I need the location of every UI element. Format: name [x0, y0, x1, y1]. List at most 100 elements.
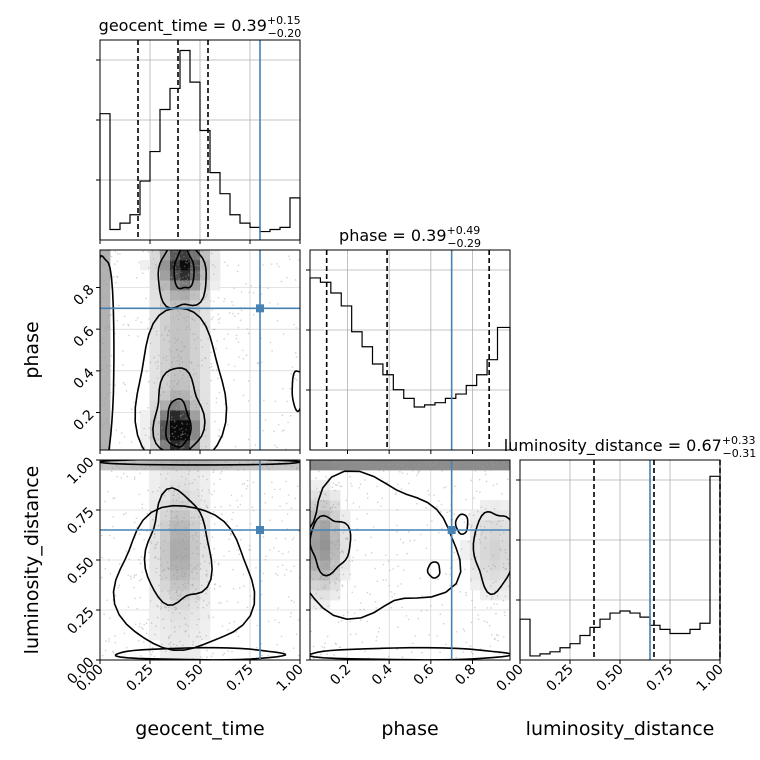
- sample-point: [138, 579, 141, 582]
- sample-point: [157, 364, 159, 367]
- sample-point: [310, 596, 313, 599]
- sample-point: [477, 614, 479, 616]
- sample-point: [468, 512, 471, 515]
- sample-point: [262, 264, 264, 266]
- sample-point: [417, 470, 420, 473]
- sample-point: [178, 365, 181, 368]
- sample-point: [117, 586, 120, 589]
- sample-point: [334, 484, 337, 486]
- sample-point: [215, 368, 218, 371]
- sample-point: [281, 520, 283, 522]
- sample-point: [193, 516, 195, 519]
- sample-point: [203, 460, 206, 463]
- sample-point: [277, 607, 280, 609]
- sample-point: [312, 531, 314, 534]
- density-cell: [320, 510, 331, 521]
- sample-point: [211, 309, 214, 311]
- sample-point: [199, 596, 201, 599]
- sample-point: [112, 650, 114, 653]
- sample-point: [103, 263, 106, 266]
- sample-point: [449, 584, 451, 587]
- density-cell: [170, 440, 181, 450]
- sample-point: [198, 631, 201, 633]
- sample-point: [190, 362, 193, 365]
- sample-point: [261, 580, 263, 582]
- sample-point: [458, 462, 461, 465]
- density-cell: [180, 540, 191, 551]
- density-cell: [170, 550, 181, 561]
- sample-point: [110, 314, 112, 316]
- sample-point: [160, 564, 162, 566]
- sample-point: [173, 419, 176, 422]
- sample-point: [155, 406, 157, 409]
- sample-point: [151, 647, 154, 649]
- sample-point: [108, 640, 110, 643]
- density-cell: [160, 280, 171, 291]
- sample-point: [177, 263, 179, 266]
- sample-point: [185, 282, 188, 285]
- sample-point: [328, 560, 331, 562]
- sample-point: [478, 538, 481, 541]
- sample-point: [504, 549, 507, 551]
- sample-point: [329, 561, 332, 563]
- sample-point: [187, 315, 189, 318]
- sample-point: [130, 441, 133, 443]
- density-cell: [200, 480, 211, 491]
- sample-point: [237, 548, 239, 551]
- sample-point: [180, 506, 182, 509]
- sample-point: [271, 350, 273, 352]
- sample-point: [291, 366, 294, 368]
- sample-point: [155, 419, 157, 422]
- density-cell: [100, 280, 111, 291]
- sample-point: [218, 391, 221, 394]
- sample-point: [483, 567, 485, 570]
- sample-point: [185, 320, 187, 322]
- sample-point: [289, 387, 292, 390]
- marginal-title: luminosity_distance = 0.67+0.33 −0.31: [504, 434, 757, 460]
- sample-point: [104, 357, 107, 359]
- density-cell: [150, 430, 161, 441]
- sample-point: [180, 475, 183, 478]
- sample-point: [176, 516, 178, 519]
- density-cell: [200, 390, 211, 401]
- sample-point: [312, 507, 315, 510]
- sample-point: [474, 606, 476, 609]
- sample-point: [186, 423, 188, 425]
- sample-point: [183, 543, 185, 545]
- histogram-geocent_time: [99, 49, 301, 240]
- density-cell: [320, 490, 331, 501]
- density-cell: [490, 570, 501, 581]
- sample-point: [290, 570, 292, 573]
- density-cell: [500, 460, 510, 471]
- sample-point: [175, 409, 178, 412]
- sample-point: [212, 316, 214, 319]
- sample-point: [145, 297, 147, 300]
- sample-point: [388, 463, 391, 466]
- sample-point: [133, 478, 136, 481]
- sample-point: [276, 574, 279, 576]
- sample-point: [188, 574, 190, 576]
- sample-point: [222, 466, 224, 469]
- sample-point: [223, 300, 225, 303]
- sample-point: [203, 298, 206, 301]
- x-tick-label: 0.2: [327, 662, 354, 689]
- sample-point: [185, 259, 188, 261]
- sample-point: [176, 461, 178, 463]
- sample-point: [176, 589, 178, 592]
- sample-point: [175, 555, 177, 557]
- sample-point: [123, 513, 125, 516]
- sample-point: [256, 362, 259, 365]
- sample-point: [149, 541, 151, 543]
- sample-point: [196, 337, 199, 339]
- sample-point: [149, 361, 152, 364]
- sample-point: [197, 470, 199, 472]
- sample-point: [173, 379, 176, 382]
- sample-point: [108, 328, 110, 331]
- sample-point: [394, 493, 397, 496]
- density-cell: [470, 540, 481, 551]
- sample-point: [388, 655, 390, 658]
- y-axis-label: phase: [21, 321, 43, 378]
- sample-point: [471, 599, 473, 602]
- density-cell: [270, 460, 281, 471]
- sample-point: [181, 520, 184, 522]
